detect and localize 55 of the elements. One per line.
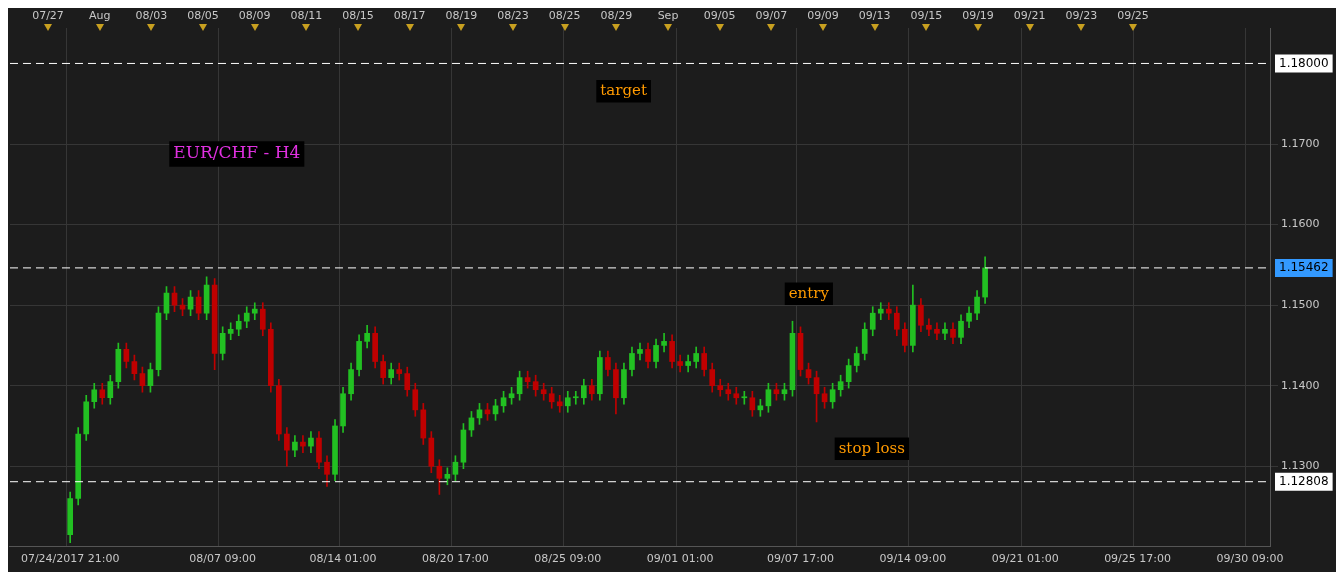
- candlestick: [877, 302, 884, 320]
- annotation: target: [600, 81, 647, 100]
- x-tick-label: 09/30 09:00: [1216, 552, 1284, 566]
- candlestick: [733, 386, 740, 405]
- y-tick-label: 1.1600: [1281, 217, 1320, 231]
- text: 08/15: [342, 9, 374, 22]
- x-tick-label: 09/21 01:00: [991, 552, 1059, 566]
- text: Sep: [657, 9, 679, 22]
- x-tick-label: 08/25 09:00: [534, 552, 602, 566]
- text: 09/13: [858, 9, 891, 22]
- text: 09/07: [755, 9, 788, 22]
- candlestick: [725, 382, 732, 401]
- y-tick-label: 1.1300: [1281, 459, 1320, 473]
- x-tick-label: 08/07 09:00: [189, 552, 257, 566]
- text: 09/21: [1013, 9, 1046, 22]
- x-tick-label: 09/14 09:00: [879, 552, 947, 566]
- text: 08/11: [290, 9, 323, 22]
- text: 08/23: [497, 9, 529, 22]
- x-tick-label: 08/20 17:00: [421, 552, 489, 566]
- text: 07/27: [32, 9, 64, 22]
- text: 08/19: [445, 9, 478, 22]
- candlestick: [540, 382, 547, 401]
- candlestick: [741, 390, 748, 405]
- x-tick-label: 08/14 01:00: [309, 552, 377, 566]
- ref-line-label: 1.12808: [1279, 473, 1329, 488]
- y-tick-label: 1.1500: [1281, 297, 1320, 311]
- text: Aug: [88, 9, 111, 22]
- candlestick: [556, 395, 563, 413]
- text: 09/25: [1117, 9, 1149, 22]
- text: EUR/CHF - H4: [173, 142, 301, 163]
- text: 08/03: [135, 9, 168, 22]
- candlestick: [572, 390, 579, 405]
- annotation: entry: [788, 283, 830, 302]
- text: 09/23: [1065, 9, 1098, 22]
- x-tick-label: 09/07 17:00: [767, 552, 834, 566]
- x-tick-label: 09/25 17:00: [1104, 552, 1172, 566]
- text: 09/05: [703, 9, 736, 22]
- ref-line-label: 1.18000: [1279, 55, 1329, 70]
- candlestick: [926, 318, 932, 337]
- text: 09/09: [807, 9, 839, 22]
- candlestick: [251, 302, 258, 320]
- text: 08/05: [187, 9, 219, 22]
- x-tick-label: 09/01 01:00: [646, 552, 714, 566]
- y-tick-label: 1.1400: [1281, 378, 1320, 392]
- text: 08/29: [600, 9, 633, 22]
- x-tick-label: 07/24/2017 21:00: [20, 552, 120, 566]
- text: 09/19: [962, 9, 994, 22]
- text: 08/09: [238, 9, 271, 22]
- y-tick-label: 1.1700: [1281, 136, 1320, 150]
- annotation: stop loss: [838, 438, 906, 457]
- text: 08/25: [548, 9, 581, 22]
- text: 08/17: [393, 9, 426, 22]
- ref-line-label: 1.15462: [1279, 260, 1329, 275]
- candlestick: [885, 302, 892, 320]
- text: 09/15: [910, 9, 943, 22]
